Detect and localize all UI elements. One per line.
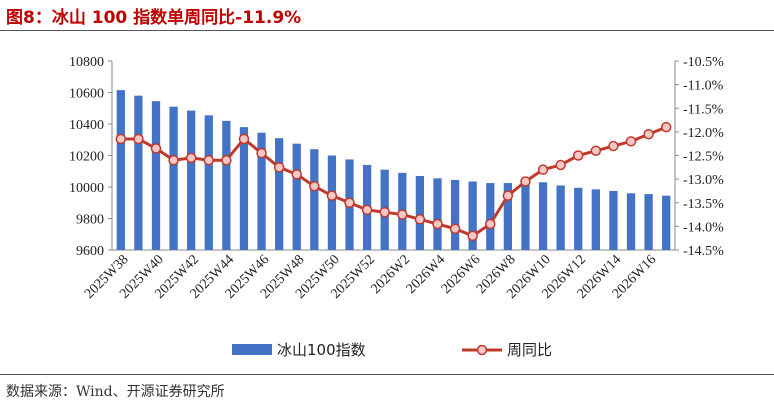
- bar: [521, 181, 530, 250]
- left-tick-label: 10800: [69, 55, 104, 70]
- bar: [134, 95, 143, 251]
- bar: [415, 175, 425, 250]
- bar: [433, 178, 442, 250]
- yoy-point: [238, 133, 250, 145]
- legend-swatch-index: [232, 344, 272, 355]
- right-tick-label: -14.5%: [683, 244, 724, 259]
- right-tick-label: -10.5%: [683, 55, 724, 70]
- yoy-point: [660, 121, 672, 133]
- yoy-point: [133, 133, 144, 145]
- yoy-point: [309, 180, 320, 192]
- yoy-point: [221, 154, 232, 166]
- bar: [556, 185, 565, 250]
- figure-title: 图8：冰山 100 指数单周同比-11.9%: [6, 8, 302, 28]
- right-tick-label: -14.0%: [683, 220, 724, 235]
- yoy-point: [590, 145, 602, 157]
- legend-swatch-yoy-marker: [476, 344, 488, 356]
- yoy-point: [537, 164, 549, 175]
- bar: [151, 101, 161, 250]
- yoy-point: [150, 143, 162, 154]
- legend-label-index: 冰山100指数: [277, 341, 366, 359]
- yoy-point: [168, 154, 179, 166]
- right-tick-label: -11.5%: [683, 102, 724, 117]
- bar: [609, 190, 618, 250]
- right-tick-label: -12.0%: [683, 126, 724, 141]
- yoy-point: [273, 162, 285, 173]
- bar: [257, 132, 266, 250]
- chart: 9600 9800 10000 10200 10400 10600 10800 -10.5% -…: [69, 55, 724, 359]
- left-tick-label: 10000: [69, 181, 104, 196]
- right-tick-label: -13.5%: [683, 197, 724, 212]
- yoy-point: [625, 136, 637, 147]
- right-tick-label: -11.0%: [683, 79, 724, 94]
- left-tick-label: 10400: [69, 118, 104, 133]
- bar: [116, 90, 125, 250]
- top-rule: [0, 30, 774, 31]
- yoy-point: [203, 154, 215, 166]
- bar: [222, 120, 231, 250]
- yoy-point: [520, 176, 531, 187]
- yoy-point: [291, 169, 302, 180]
- source-note: 数据来源：Wind、开源证券研究所: [6, 384, 225, 400]
- legend-label-yoy: 周同比: [507, 341, 552, 359]
- left-tick-label: 9800: [76, 213, 104, 228]
- left-tick-label: 10200: [69, 150, 104, 165]
- bar: [292, 143, 301, 250]
- yoy-point: [185, 152, 197, 164]
- yoy-point: [555, 159, 566, 171]
- yoy-point: [608, 140, 619, 152]
- bar: [644, 194, 653, 250]
- yoy-point: [379, 206, 390, 218]
- bar: [574, 187, 583, 250]
- bar: [538, 182, 548, 250]
- right-tick-label: -13.0%: [683, 173, 724, 188]
- yoy-point: [326, 190, 338, 201]
- bar: [662, 195, 671, 250]
- yoy-line: [120, 125, 667, 238]
- yoy-point: [502, 190, 514, 201]
- bar: [626, 193, 636, 250]
- left-tick-label: 9600: [76, 244, 104, 259]
- yoy-point: [397, 209, 408, 220]
- yoy-point: [361, 204, 373, 216]
- yoy-point: [449, 223, 461, 234]
- bar: [239, 127, 249, 250]
- bar: [327, 155, 337, 250]
- bar: [310, 149, 319, 250]
- yoy-point: [414, 214, 426, 225]
- bar: [169, 106, 178, 250]
- yoy-point: [432, 218, 443, 230]
- bar: [468, 181, 477, 250]
- bottom-rule: [0, 374, 774, 375]
- bar: [486, 183, 495, 250]
- yoy-point: [115, 133, 127, 145]
- bar: [591, 189, 600, 250]
- yoy-point: [344, 197, 355, 208]
- bar: [187, 110, 196, 250]
- bar: [204, 115, 213, 251]
- yoy-point: [256, 147, 267, 159]
- yoy-point: [643, 128, 654, 140]
- yoy-point: [485, 218, 496, 230]
- yoy-point: [572, 150, 584, 161]
- yoy-point: [467, 230, 478, 242]
- bar: [450, 179, 460, 250]
- bar: [503, 183, 512, 250]
- left-tick-label: 10600: [69, 87, 104, 102]
- bar: [275, 138, 284, 250]
- right-tick-label: -12.5%: [683, 150, 724, 165]
